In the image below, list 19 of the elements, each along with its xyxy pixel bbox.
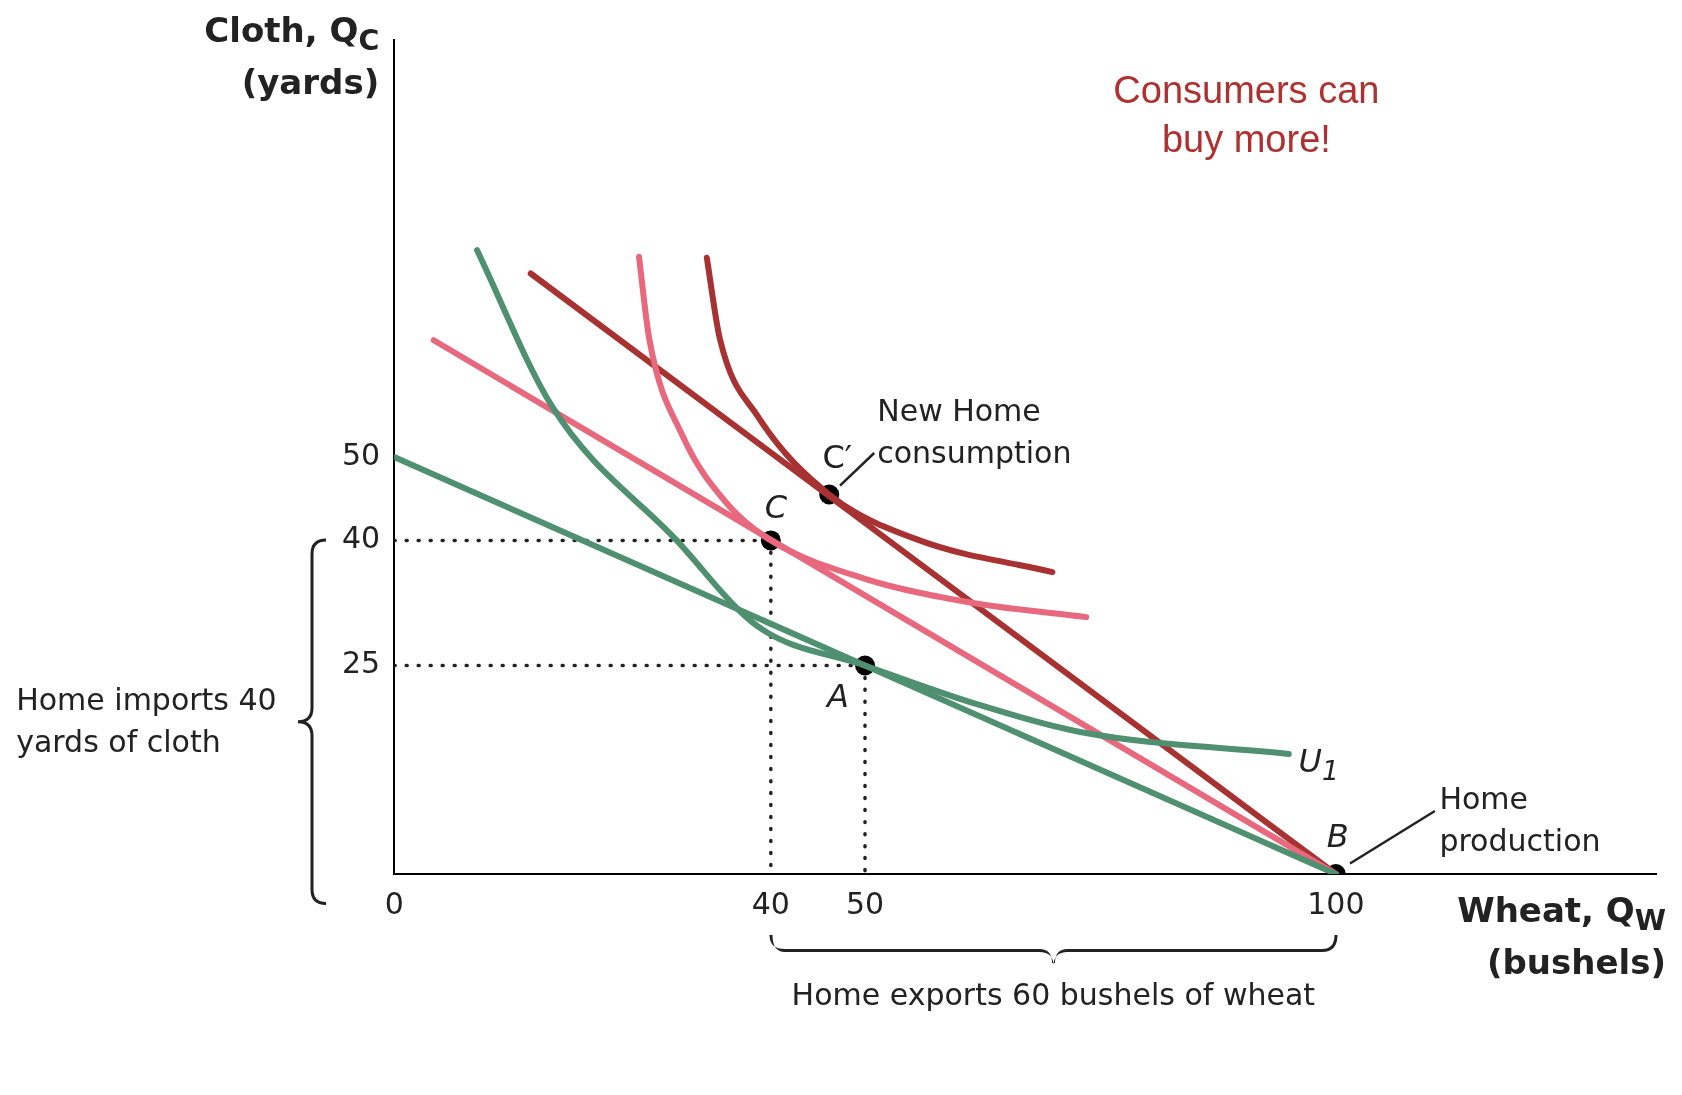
annotation: C	[764, 487, 787, 528]
y-tick-label: 50	[341, 436, 381, 472]
y-tick-label: 40	[341, 520, 381, 556]
x-axis-title: Wheat, Q$_{W}$ (bushels)	[1456, 889, 1666, 984]
annotation: New Home consumption	[877, 392, 1073, 473]
annotation: Home production	[1439, 780, 1602, 861]
text: Home imports 40 yards of cloth	[16, 680, 278, 761]
annotation: Consumers can buy more!	[1112, 67, 1381, 163]
x-tick-label: 40	[751, 885, 790, 921]
annotation: C′	[822, 436, 853, 478]
annotation: A	[827, 675, 849, 717]
x-tick-label: 50	[845, 885, 885, 921]
y-axis-title: Cloth, Q$_{C}$ (yards)	[203, 9, 380, 104]
y-tick-label: 25	[341, 645, 381, 681]
x-tick-label: 0	[384, 885, 404, 921]
annotation: B	[1326, 815, 1349, 857]
x-tick-label: 100	[1307, 885, 1365, 921]
annotation: U$_{1}$	[1298, 741, 1339, 788]
text: Home exports 60 bushels of wheat	[791, 976, 1316, 1014]
